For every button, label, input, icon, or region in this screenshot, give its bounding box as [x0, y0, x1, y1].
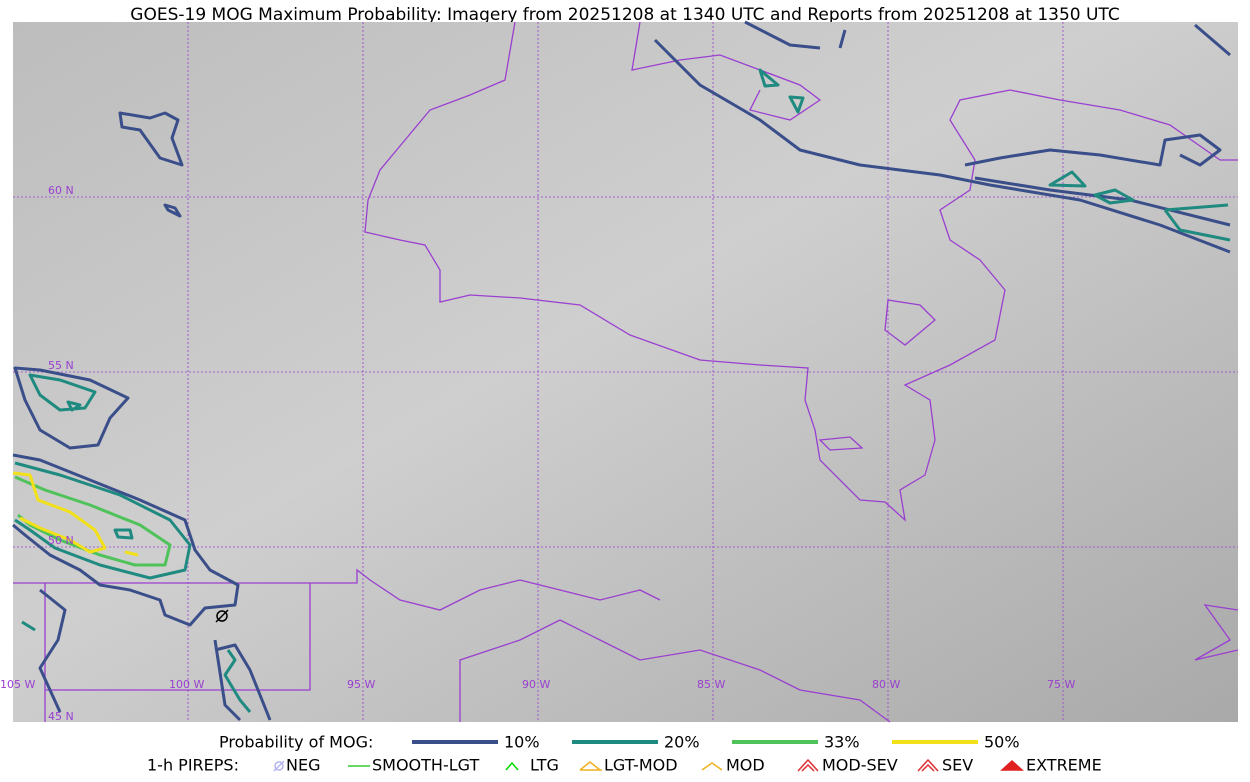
- legend: Probability of MOG: 1-h PIREPS: 10% 20% 33…: [147, 733, 1102, 775]
- contour: [12, 471, 139, 557]
- legend-icon: [1000, 759, 1024, 771]
- graticule: [13, 22, 1238, 722]
- lat-label: 60 N: [48, 184, 74, 197]
- legend-label: MOD: [726, 756, 765, 775]
- legend-title: Probability of MOG:: [219, 733, 373, 752]
- lat-label: 45 N: [48, 710, 74, 723]
- legend-label: 50%: [984, 733, 1020, 752]
- legend-label: 10%: [504, 733, 540, 752]
- legend-label: MOD-SEV: [822, 756, 898, 775]
- lat-label: 55 N: [48, 359, 74, 372]
- legend-label: LTG: [530, 756, 559, 775]
- contour: [14, 475, 172, 567]
- lon-label: 85 W: [697, 678, 725, 691]
- legend-icon: [273, 760, 285, 772]
- lon-label: 100 W: [169, 678, 204, 691]
- title: GOES-19 MOG Maximum Probability: Imagery…: [130, 5, 1119, 25]
- contour: [744, 20, 1231, 57]
- contour: [163, 203, 182, 218]
- contour: [28, 373, 97, 412]
- contour: [118, 111, 184, 167]
- grid-labels: 60 N 55 N 50 N 45 N 105 W 100 W 95 W 90 …: [0, 184, 1075, 723]
- contour: [38, 588, 272, 722]
- map: 60 N 55 N 50 N 45 N 105 W 100 W 95 W 90 …: [0, 20, 1239, 723]
- contour: [12, 453, 240, 627]
- legend-label: NEG: [286, 756, 320, 775]
- lon-label: 90 W: [522, 678, 550, 691]
- legend-title: 1-h PIREPS:: [147, 756, 239, 775]
- lon-label: 105 W: [0, 678, 35, 691]
- lon-label: 95 W: [347, 678, 375, 691]
- contour: [758, 68, 1231, 242]
- legend-icon: [917, 758, 939, 772]
- probability-contours: [12, 20, 1231, 722]
- legend-icon: [505, 761, 519, 771]
- contour: [964, 133, 1231, 227]
- contour: [13, 366, 130, 450]
- legend-icon: [701, 762, 723, 771]
- legend-icon: [579, 761, 602, 771]
- lon-label: 80 W: [872, 678, 900, 691]
- legend-label: 20%: [664, 733, 700, 752]
- legend-label: SMOOTH-LGT: [372, 756, 479, 775]
- pirep-report: [215, 609, 229, 623]
- legend-label: LGT-MOD: [604, 756, 678, 775]
- legend-label: 33%: [824, 733, 860, 752]
- contour: [653, 38, 1231, 254]
- legend-icon: [797, 758, 819, 772]
- lat-label: 50 N: [48, 534, 74, 547]
- contour: [14, 461, 192, 580]
- legend-icon: [274, 761, 284, 771]
- lon-label: 75 W: [1047, 678, 1075, 691]
- contour: [21, 620, 252, 713]
- legend-label: EXTREME: [1026, 756, 1102, 775]
- legend-label: SEV: [942, 756, 973, 775]
- coastlines: [13, 21, 1239, 723]
